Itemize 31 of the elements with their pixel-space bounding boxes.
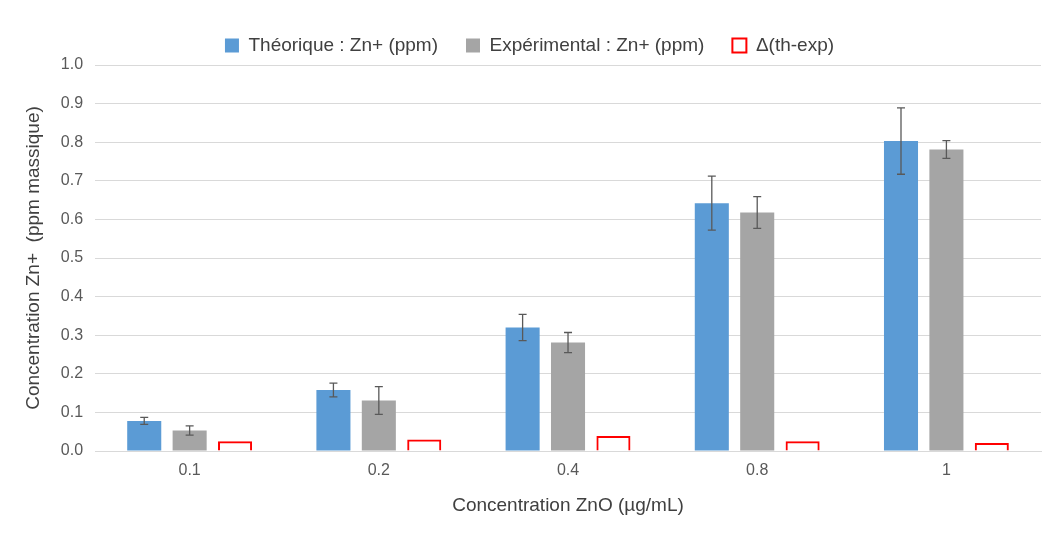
y-tick-label: 1.0 [60, 55, 84, 73]
bar [929, 149, 964, 451]
bar [361, 400, 396, 451]
bar [127, 420, 162, 451]
y-tick-label: 0.4 [60, 287, 84, 305]
y-tick-label: 0.1 [60, 402, 84, 420]
y-tick-label: 0.8 [60, 132, 84, 150]
bar [172, 430, 207, 451]
y-tick-label: 0.0 [60, 441, 84, 459]
bar [740, 212, 775, 451]
bar [505, 327, 540, 451]
legend-label: Δ(th-exp) [755, 33, 835, 55]
y-tick-label: 0.5 [60, 248, 84, 266]
legend-label: Expérimental : Zn+ (ppm) [489, 33, 705, 55]
y-tick-label: 0.9 [60, 94, 84, 112]
bar [550, 342, 586, 451]
bar [694, 203, 729, 451]
x-tick-label: 0.1 [178, 461, 201, 479]
x-tick-label: 0.4 [556, 461, 580, 479]
x-axis-title: Concentration ZnO (µg/mL) [452, 493, 684, 515]
x-tick-label: 0.2 [367, 461, 391, 479]
x-tick-label: 1 [941, 461, 951, 479]
y-tick-label: 0.3 [60, 325, 84, 343]
y-tick-label: 0.2 [60, 364, 84, 382]
y-tick-label: 0.6 [60, 209, 84, 227]
y-axis-title: Concentration Zn+ (ppm massique) [21, 106, 43, 410]
bar [883, 141, 919, 451]
legend-label: Théorique : Zn+ (ppm) [248, 33, 439, 55]
y-tick-label: 0.7 [60, 171, 84, 189]
x-tick-label: 0.8 [746, 461, 769, 479]
bar [316, 390, 351, 451]
